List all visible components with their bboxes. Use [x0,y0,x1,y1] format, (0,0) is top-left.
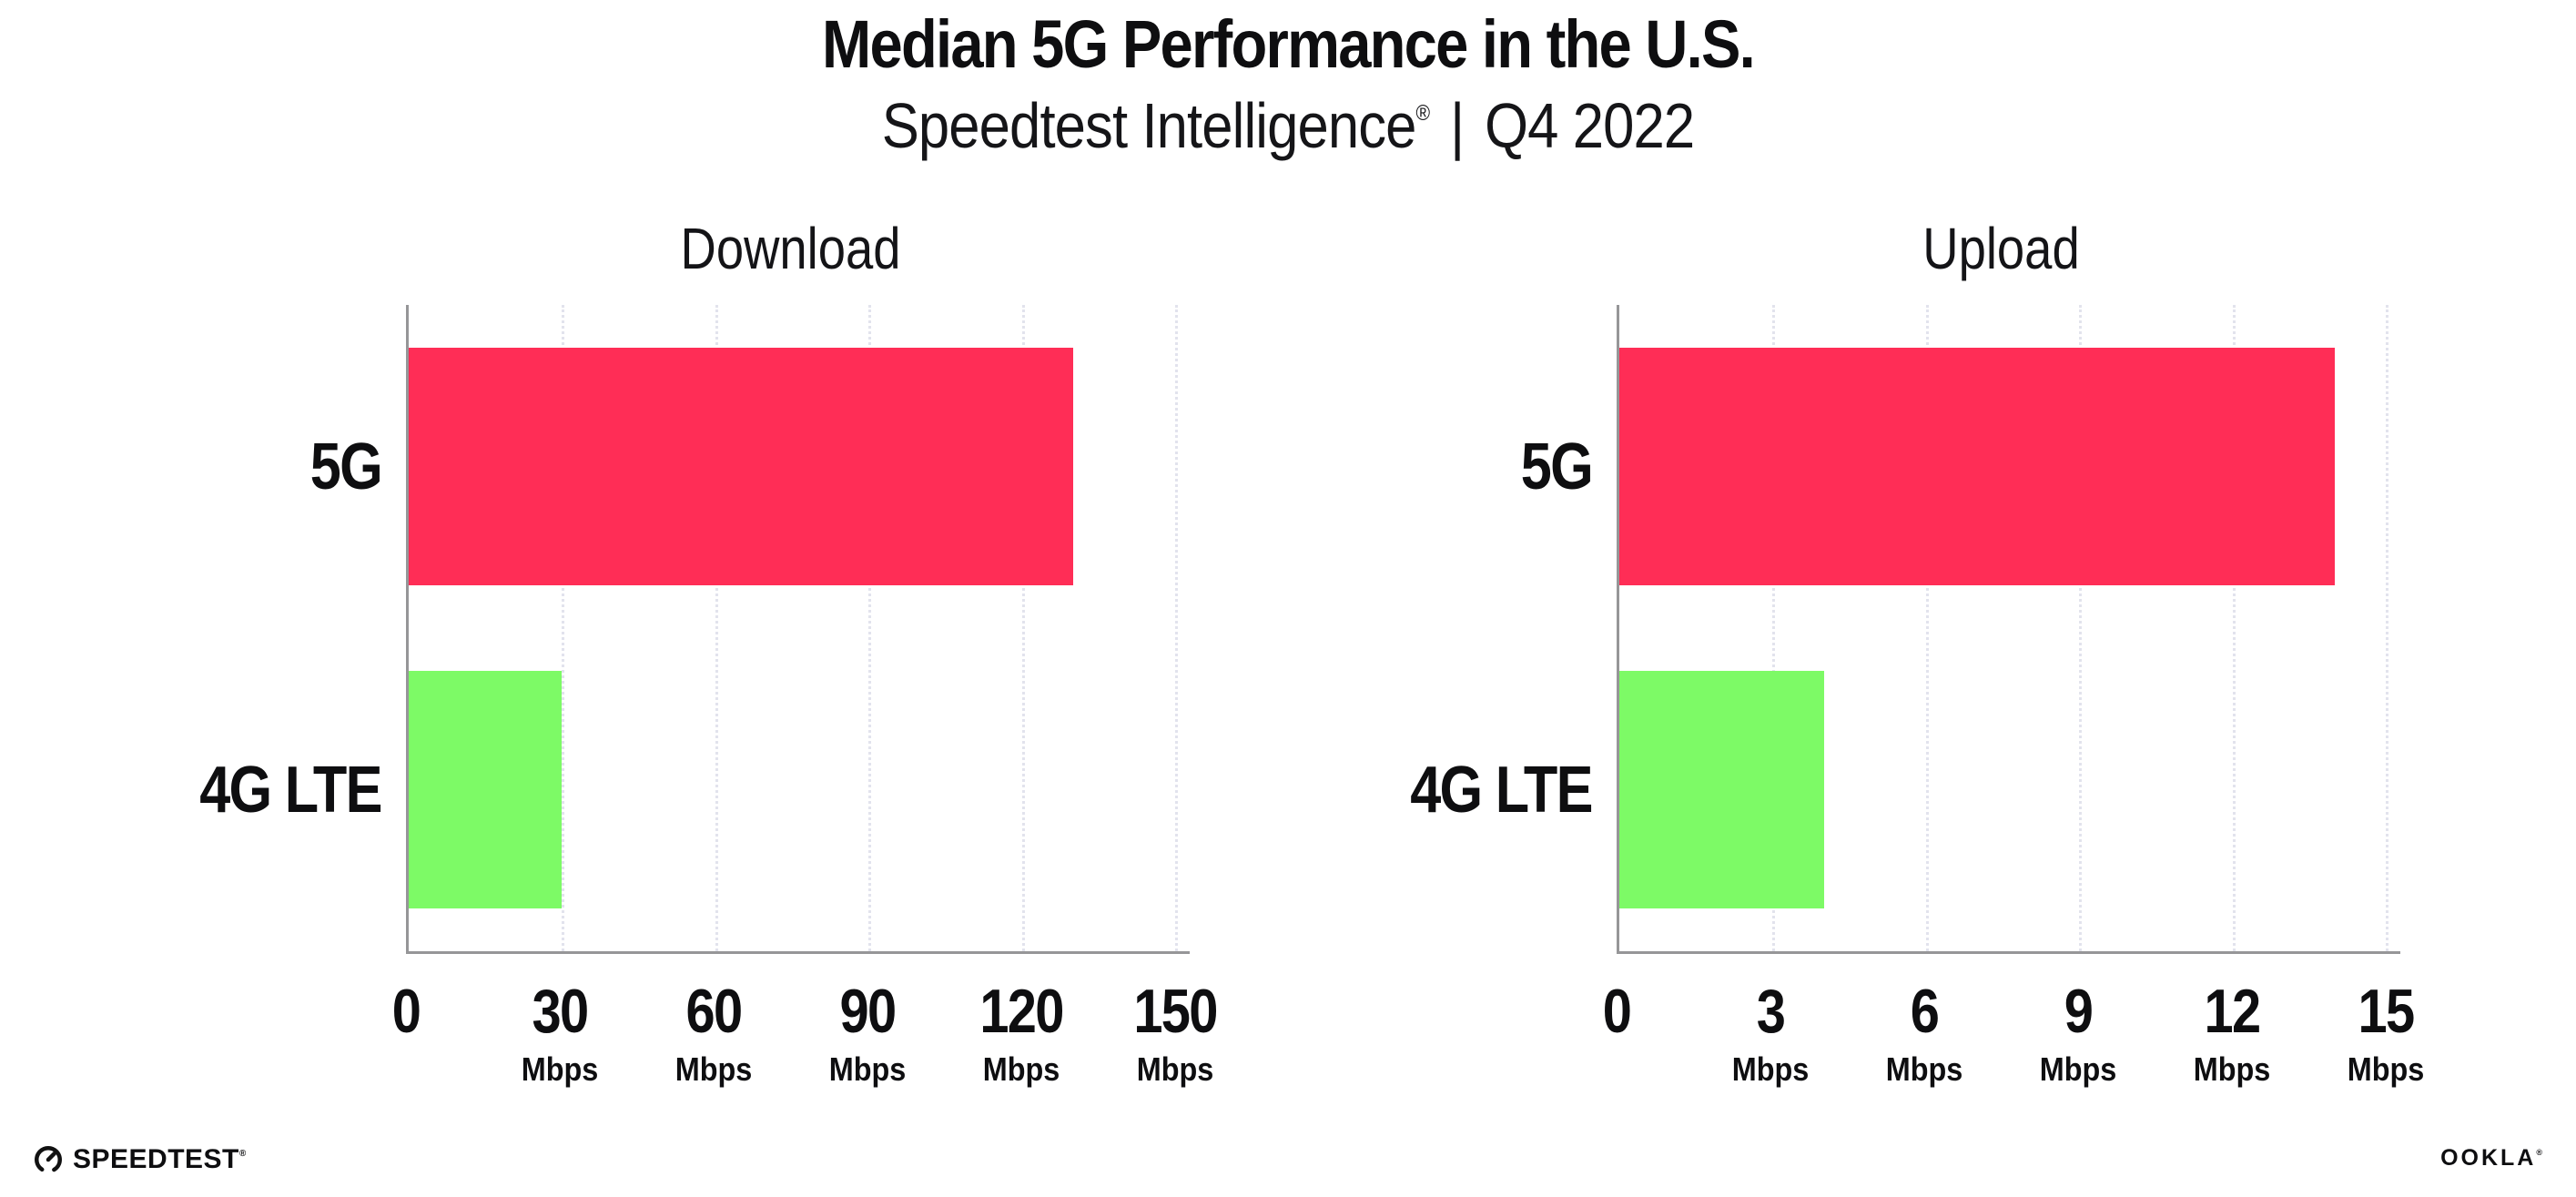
plot-area: 5G 4G LTE [1411,305,2400,954]
speedtest-logo: SPEEDTEST® [33,1144,247,1175]
x-tick-unit: Mbps [521,1050,599,1088]
gridline [562,305,565,951]
x-tick-value: 15 [2358,977,2416,1046]
speedtest-gauge-icon [33,1144,64,1175]
category-label-4g-lte: 4G LTE [199,753,383,827]
registered-mark: ® [1415,100,1431,126]
registered-mark: ® [2536,1147,2545,1157]
gridline [1021,305,1025,951]
bar-row: 4G LTE [1411,628,2386,951]
subtitle-separator: | [1450,90,1465,161]
x-tick-unit: Mbps [2347,1050,2425,1088]
bar-4g-lte-upload [1619,671,1824,908]
speedtest-wordmark: SPEEDTEST® [73,1144,247,1174]
bar-5g-upload [1619,348,2335,585]
x-tick: 60 Mbps [671,976,756,1089]
x-axis-ticks: 0 30 Mbps 60 Mbps 90 Mbps 120 Mbps 150 Mbps [392,976,1219,1112]
bar-row: 5G [310,305,1175,628]
panel-title: Upload [1922,216,2080,281]
gridline [1175,305,1178,951]
x-tick: 15 Mbps [2343,976,2429,1089]
registered-mark: ® [238,1149,247,1159]
gridline [1772,305,1776,951]
x-tick: 0 [390,976,422,1047]
x-tick: 90 Mbps [825,976,910,1089]
x-tick: 30 Mbps [517,976,603,1089]
gridline [2232,305,2236,951]
x-tick-unit: Mbps [1136,1050,1214,1088]
download-chart-panel: Download 5G 4G LTE 0 30 Mbps 60 Mbps 90 Mbps 120… [137,209,1220,1120]
x-tick-value: 90 [839,977,898,1046]
page-subtitle: Speedtest Intelligence® | Q4 2022 [155,89,2421,162]
subtitle-period: Q4 2022 [1485,90,1695,161]
bar-row: 5G [1521,305,2386,628]
panel-title: Download [680,216,901,281]
x-tick-value: 120 [979,977,1064,1046]
gridline [868,305,872,951]
gridline [1925,305,1929,951]
x-tick-unit: Mbps [2193,1050,2271,1088]
x-tick-unit: Mbps [828,1050,907,1088]
x-tick-value: 30 [532,977,590,1046]
x-tick-unit: Mbps [1731,1050,1810,1088]
x-tick-value: 150 [1133,977,1218,1046]
x-tick-value: 6 [1910,977,1940,1046]
plot-area: 5G 4G LTE [200,305,1190,954]
subtitle-brand: Speedtest Intelligence [881,90,1417,161]
x-tick: 3 Mbps [1728,976,1813,1089]
ookla-wordmark: OOKLA [2440,1145,2537,1171]
x-tick: 12 Mbps [2189,976,2275,1089]
x-tick: 0 [1600,976,1633,1047]
x-tick-value: 0 [391,977,421,1046]
ookla-logo: OOKLA® [2440,1145,2545,1172]
x-tick-unit: Mbps [1885,1050,1963,1088]
x-tick-value: 9 [2064,977,2094,1046]
category-label-5g: 5G [309,430,383,503]
x-tick-unit: Mbps [2039,1050,2117,1088]
bar-5g-download [409,348,1073,585]
x-tick: 150 Mbps [1126,976,1223,1089]
gridline [715,305,718,951]
x-tick: 120 Mbps [972,976,1070,1089]
x-axis-ticks: 0 3 Mbps 6 Mbps 9 Mbps 12 Mbps 15 Mbps [1603,976,2425,1112]
category-label-5g: 5G [1520,430,1594,503]
upload-chart-panel: Upload 5G 4G LTE 0 3 Mbps 6 Mbps 9 Mbps 12 Mbps 15… [1347,209,2430,1120]
x-tick-unit: Mbps [674,1050,753,1088]
bar-4g-lte-download [409,671,563,908]
x-tick: 9 Mbps [2035,976,2121,1089]
x-tick: 6 Mbps [1881,976,1967,1089]
x-tick-unit: Mbps [982,1050,1060,1088]
bar-row: 4G LTE [200,628,1175,951]
x-tick-value: 3 [1756,977,1786,1046]
x-tick-value: 12 [2204,977,2262,1046]
x-tick-value: 60 [685,977,744,1046]
x-tick-value: 0 [1602,977,1632,1046]
page-title: Median 5G Performance in the U.S. [822,6,1756,82]
gridline [2386,305,2388,951]
category-label-4g-lte: 4G LTE [1410,753,1594,827]
gridline [2079,305,2083,951]
